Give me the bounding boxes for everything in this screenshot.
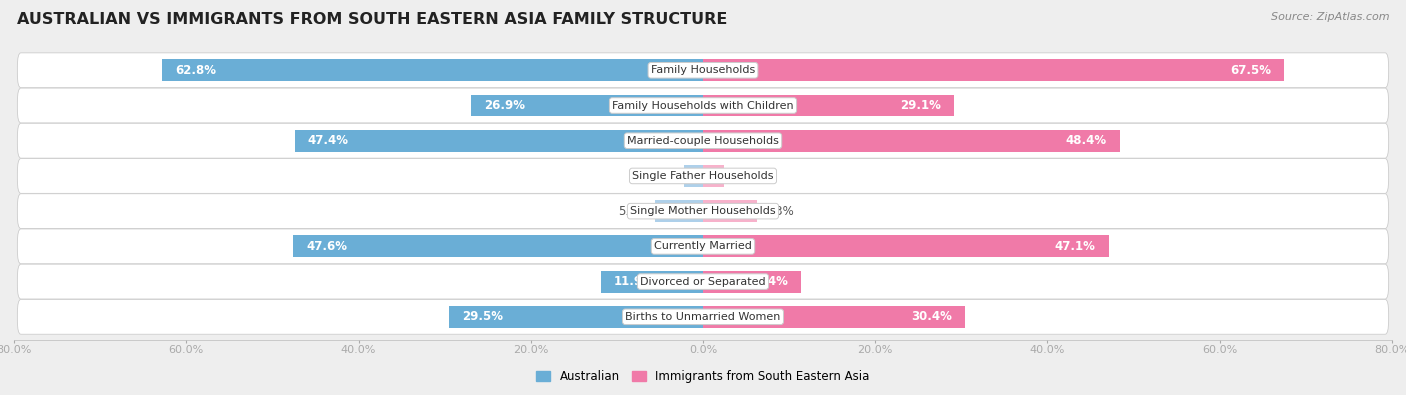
FancyBboxPatch shape — [17, 264, 1389, 299]
Bar — [703, 59, 1284, 81]
Text: 26.9%: 26.9% — [484, 99, 526, 112]
Bar — [471, 94, 703, 117]
Bar — [655, 200, 703, 222]
Bar — [703, 94, 953, 117]
Text: 62.8%: 62.8% — [176, 64, 217, 77]
Legend: Australian, Immigrants from South Eastern Asia: Australian, Immigrants from South Easter… — [533, 366, 873, 386]
Bar — [703, 200, 758, 222]
Text: 11.9%: 11.9% — [613, 275, 654, 288]
Bar — [703, 165, 724, 187]
Text: Currently Married: Currently Married — [654, 241, 752, 251]
Text: 2.4%: 2.4% — [731, 169, 761, 182]
Text: 6.3%: 6.3% — [763, 205, 794, 218]
FancyBboxPatch shape — [17, 194, 1389, 229]
Text: 11.4%: 11.4% — [748, 275, 789, 288]
Bar — [703, 130, 1119, 152]
Text: Family Households: Family Households — [651, 65, 755, 75]
Bar — [703, 235, 1108, 257]
Text: 47.4%: 47.4% — [308, 134, 349, 147]
Bar — [703, 271, 801, 293]
Text: Single Father Households: Single Father Households — [633, 171, 773, 181]
Text: Source: ZipAtlas.com: Source: ZipAtlas.com — [1271, 12, 1389, 22]
Bar — [685, 165, 703, 187]
Text: Family Households with Children: Family Households with Children — [612, 100, 794, 111]
Text: 2.2%: 2.2% — [647, 169, 678, 182]
Text: Births to Unmarried Women: Births to Unmarried Women — [626, 312, 780, 322]
Text: Married-couple Households: Married-couple Households — [627, 136, 779, 146]
Text: 29.5%: 29.5% — [461, 310, 503, 324]
Text: Single Mother Households: Single Mother Households — [630, 206, 776, 216]
Bar — [162, 59, 703, 81]
Bar — [449, 306, 703, 328]
Text: 67.5%: 67.5% — [1230, 64, 1271, 77]
Bar — [292, 235, 703, 257]
Text: 29.1%: 29.1% — [900, 99, 941, 112]
Text: AUSTRALIAN VS IMMIGRANTS FROM SOUTH EASTERN ASIA FAMILY STRUCTURE: AUSTRALIAN VS IMMIGRANTS FROM SOUTH EAST… — [17, 12, 727, 27]
Text: Divorced or Separated: Divorced or Separated — [640, 276, 766, 287]
FancyBboxPatch shape — [17, 229, 1389, 264]
Text: 47.6%: 47.6% — [307, 240, 347, 253]
FancyBboxPatch shape — [17, 88, 1389, 123]
FancyBboxPatch shape — [17, 53, 1389, 88]
Bar — [703, 306, 965, 328]
Text: 5.6%: 5.6% — [619, 205, 648, 218]
FancyBboxPatch shape — [17, 299, 1389, 334]
Text: 30.4%: 30.4% — [911, 310, 952, 324]
Bar — [295, 130, 703, 152]
FancyBboxPatch shape — [17, 123, 1389, 158]
FancyBboxPatch shape — [17, 158, 1389, 194]
Text: 48.4%: 48.4% — [1066, 134, 1107, 147]
Text: 47.1%: 47.1% — [1054, 240, 1095, 253]
Bar — [600, 271, 703, 293]
